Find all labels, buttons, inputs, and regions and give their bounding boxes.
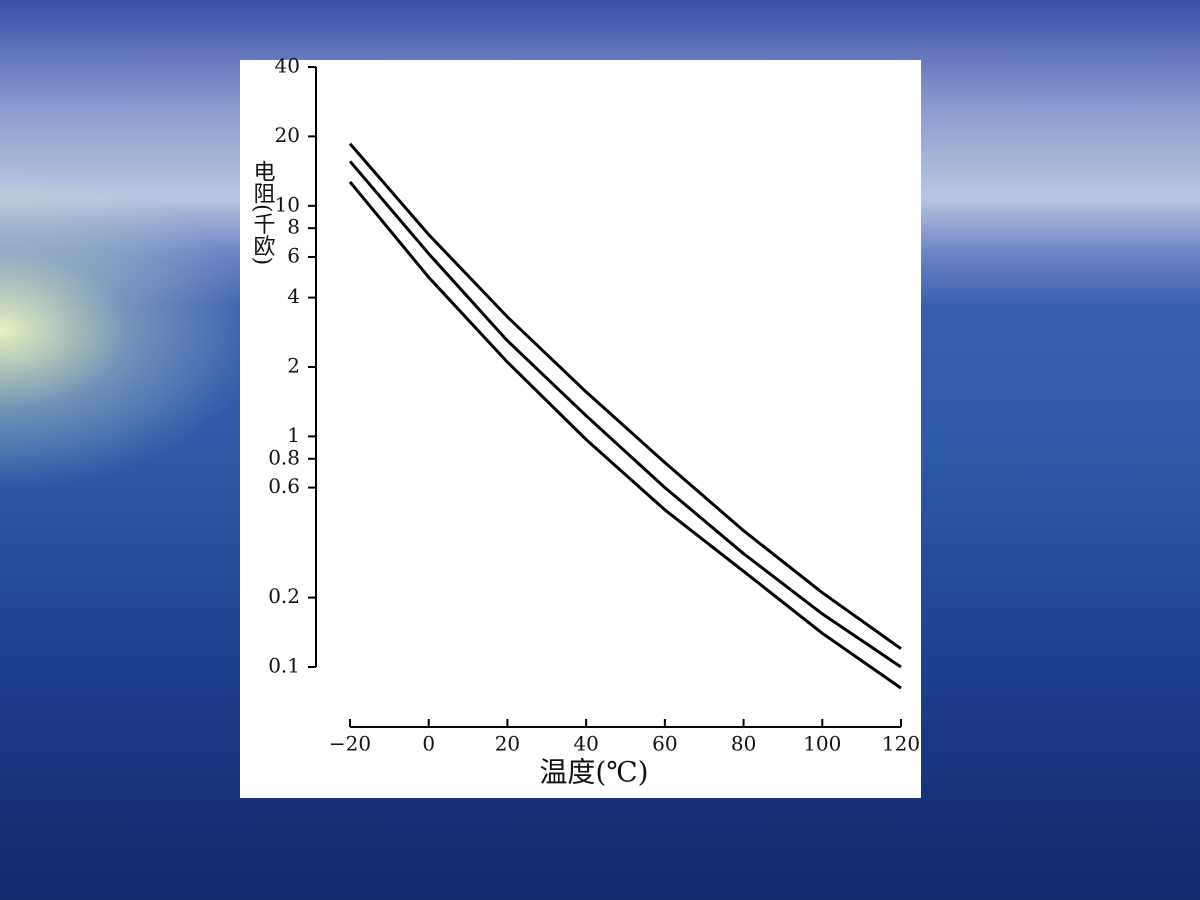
y-tick-label: 40 [275,54,300,78]
x-tick-label: 20 [495,732,520,756]
x-tick-label: 120 [882,732,920,756]
y-tick-label: 10 [275,192,300,216]
x-tick-label: 40 [573,732,598,756]
x-tick-label: 0 [422,732,435,756]
series-line [348,142,902,650]
y-tick-label: 4 [287,284,300,308]
series-line [348,180,902,690]
x-tick-label: 80 [731,732,756,756]
y-tick-label: 8 [287,215,300,239]
y-tick-label: 0.2 [268,584,300,608]
x-tick-label: −20 [329,732,371,756]
x-tick-label: 60 [652,732,677,756]
y-tick-label: 0.1 [268,654,300,678]
x-tick-label: 100 [803,732,841,756]
x-axis-label: 温度(℃) [539,756,648,789]
y-axis-label: 电阻(千欧) [250,160,275,265]
y-tick-label: 1 [287,423,300,447]
y-tick-label: 6 [287,243,300,267]
series-line [348,160,902,669]
y-tick-label: 20 [275,123,300,147]
y-tick-label: 0.6 [268,474,300,498]
y-tick-label: 2 [287,354,300,378]
chart-panel [240,60,921,798]
y-tick-label: 0.8 [268,445,300,469]
